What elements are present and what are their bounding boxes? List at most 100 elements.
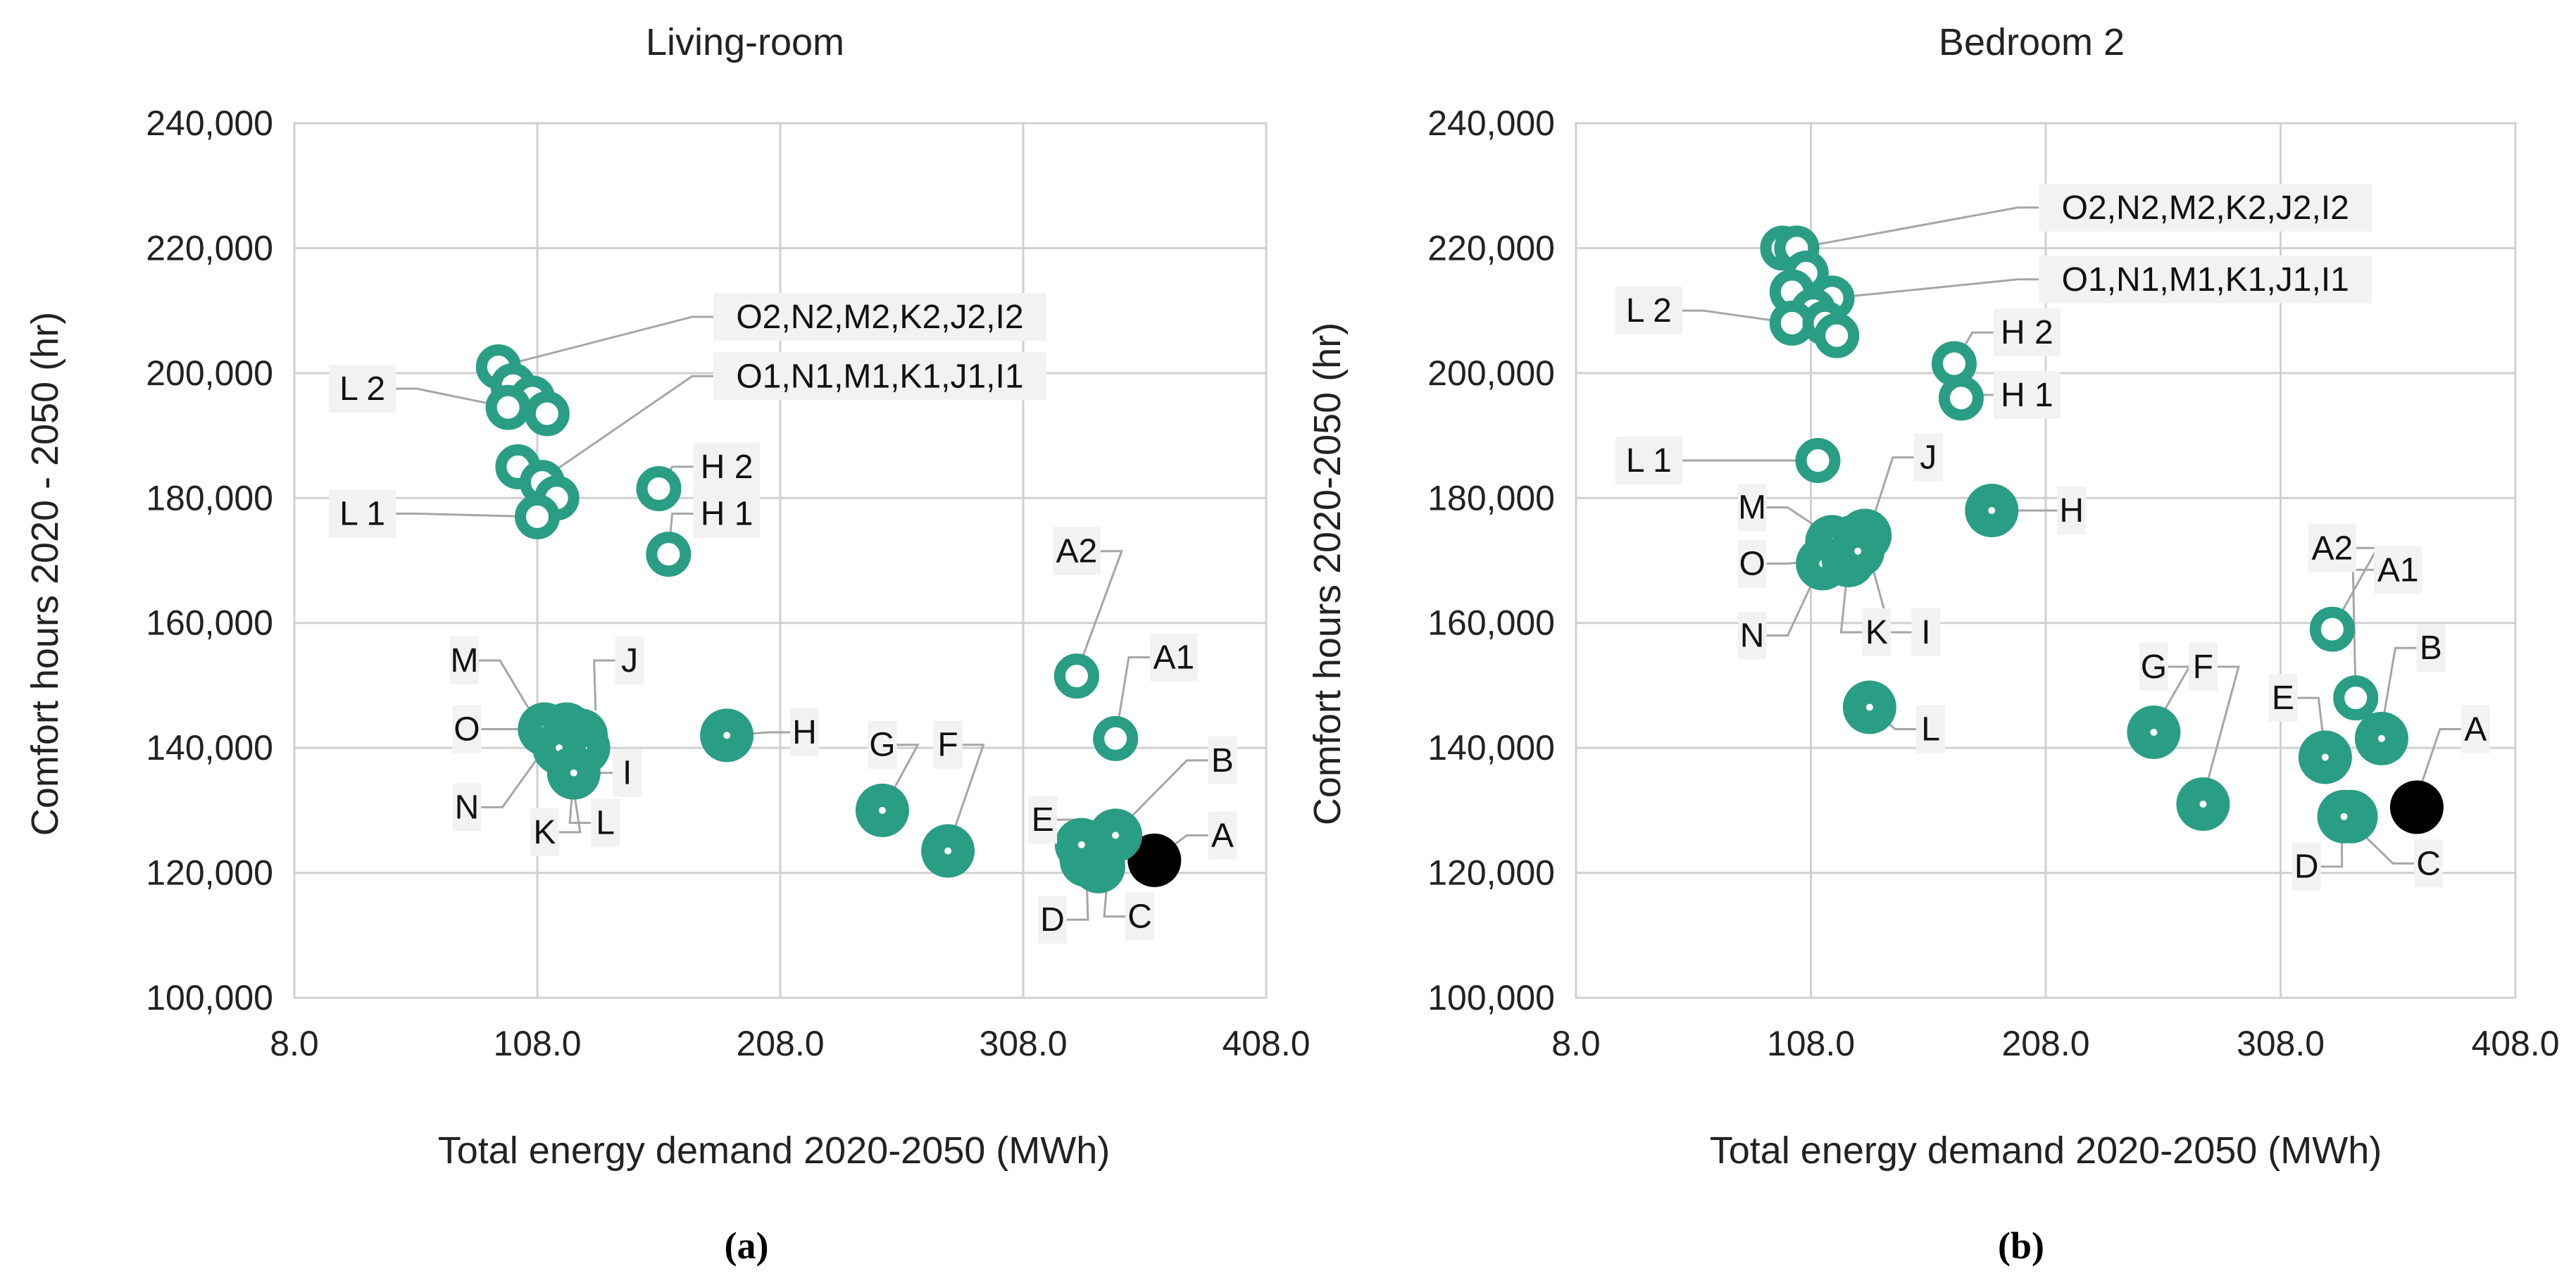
- x-axis-label: Total energy demand 2020-2050 (MWh): [1710, 1129, 2382, 1172]
- data-label-box-o1-n1-m1-k1-j1-i1: [713, 352, 1046, 401]
- scatter-point-center: [1112, 832, 1120, 839]
- scatter-point-ring: [1938, 375, 1984, 421]
- leader-line-f: [2201, 665, 2240, 798]
- data-label-j: J: [1920, 439, 1937, 477]
- scatter-point-ring: [515, 494, 560, 539]
- leader-line-a: [2415, 728, 2461, 798]
- scatter-point-ring: [524, 391, 570, 437]
- data-label-a: A: [1211, 817, 1234, 854]
- leader-line-j: [593, 659, 615, 710]
- data-label-box-c: [1125, 892, 1155, 941]
- scatter-point-ring: [1814, 313, 1860, 358]
- data-label-n: N: [455, 789, 480, 826]
- scatter-point-baseline: [1127, 833, 1182, 887]
- data-label-box-g: [868, 720, 897, 769]
- data-label-j: J: [621, 642, 638, 679]
- x-tick-label: 208.0: [736, 1024, 824, 1063]
- y-tick-label: 120,000: [1427, 853, 1555, 893]
- data-label-box-h: [790, 708, 819, 756]
- data-label-k: K: [1865, 614, 1888, 651]
- leader-line-l-1: [396, 512, 538, 518]
- data-label-a2: A2: [1056, 533, 1098, 570]
- data-label-h-1: H 1: [701, 495, 754, 532]
- data-label-h: H: [792, 714, 817, 751]
- data-label-g: G: [2141, 649, 2167, 686]
- chart-panel-living-room: Living-room A B C D E F G H I J K L M N O A1 A2 H 1 H 2 L 1…: [24, 21, 1311, 1267]
- data-label-l-2: L 2: [339, 370, 385, 408]
- data-label-o1-n1-m1-k1-j1-i1: O1,N1,M1,K1,J1,I1: [2062, 261, 2349, 299]
- panel-label: (b): [1998, 1224, 2044, 1267]
- scatter-point-center: [2340, 813, 2348, 820]
- data-label-box-k: [1862, 608, 1892, 657]
- leader-line-o2-n2-m2-k2-j2-i2: [498, 315, 713, 368]
- y-tick-label: 200,000: [1427, 353, 1555, 393]
- x-tick-label: 8.0: [270, 1024, 319, 1063]
- leader-line-o2-n2-m2-k2-j2-i2: [1796, 206, 2039, 249]
- data-label-d: D: [2294, 848, 2319, 886]
- data-label-k: K: [533, 814, 556, 851]
- data-label-l-1: L 1: [339, 495, 385, 532]
- data-label-box-a: [1208, 811, 1237, 860]
- scatter-point-ring: [1053, 653, 1099, 699]
- y-tick-label: 240,000: [1427, 104, 1555, 143]
- x-tick-label: 8.0: [1551, 1024, 1601, 1063]
- y-tick-label: 180,000: [1427, 478, 1555, 518]
- data-label-box-h: [2057, 487, 2087, 535]
- data-label-c: C: [2416, 845, 2441, 882]
- y-tick-label: 140,000: [1427, 728, 1555, 768]
- data-label-o2-n2-m2-k2-j2-i2: O2,N2,M2,K2,J2,I2: [2062, 189, 2349, 227]
- data-label-box-m: [1737, 483, 1767, 532]
- data-label-box-a1: [1149, 633, 1198, 682]
- x-tick-label: 308.0: [2237, 1024, 2325, 1063]
- data-label-o2-n2-m2-k2-j2-i2: O2,N2,M2,K2,J2,I2: [736, 299, 1023, 336]
- scatter-point-center: [2150, 728, 2158, 736]
- plot-area-border: [1575, 122, 2517, 999]
- scatter-point-center: [944, 847, 952, 855]
- data-label-box-f: [2188, 642, 2218, 691]
- data-label-box-k: [530, 808, 559, 856]
- data-label-box-i: [613, 748, 642, 797]
- scatter-point-center: [878, 806, 886, 814]
- data-label-a1: A1: [1153, 639, 1195, 677]
- scatter-point-center: [1077, 841, 1085, 848]
- data-label-box-h-2: [693, 442, 761, 491]
- data-label-o: O: [454, 711, 480, 748]
- data-label-m: M: [451, 642, 479, 679]
- scatter-point-ring: [2309, 606, 2355, 652]
- chart-title: Bedroom 2: [1939, 21, 2125, 63]
- leader-line-a2: [1075, 550, 1124, 674]
- data-label-box-b: [2416, 624, 2446, 672]
- data-label-box-f: [933, 720, 963, 769]
- x-axis-label: Total energy demand 2020-2050 (MWh): [438, 1129, 1111, 1172]
- y-tick-label: 160,000: [1427, 603, 1555, 643]
- leader-line-l-2: [396, 387, 508, 409]
- y-tick-label: 240,000: [146, 104, 273, 143]
- y-tick-label: 100,000: [146, 978, 273, 1017]
- x-tick-label: 408.0: [1222, 1024, 1310, 1063]
- data-label-g: G: [869, 727, 895, 764]
- data-label-h: H: [2059, 492, 2084, 530]
- data-label-o1-n1-m1-k1-j1-i1: O1,N1,M1,K1,J1,I1: [736, 358, 1023, 395]
- data-label-e: E: [2272, 679, 2294, 717]
- data-label-i: I: [623, 755, 632, 792]
- data-label-box-l-2: [1615, 287, 1682, 335]
- data-label-c: C: [1127, 898, 1152, 936]
- data-label-box-l-1: [329, 489, 396, 538]
- y-axis-label: Comfort hours 2020 - 2050 (hr): [24, 312, 66, 836]
- scatter-point-ring: [1093, 715, 1139, 761]
- scatter-point-ring: [1931, 341, 1977, 387]
- data-label-box-g: [2139, 642, 2168, 691]
- data-label-l-1: L 1: [1626, 442, 1672, 480]
- data-label-box-n: [1737, 611, 1767, 660]
- panel-label: (a): [725, 1224, 769, 1267]
- data-label-l: L: [596, 805, 615, 842]
- scatter-point-center: [723, 732, 731, 739]
- scatter-point-center: [570, 769, 577, 777]
- leader-line-o1-n1-m1-k1-j1-i1: [542, 375, 713, 480]
- data-label-m: M: [1738, 489, 1766, 527]
- leader-line-j: [1868, 456, 1914, 530]
- scatter-point-ring: [646, 532, 692, 577]
- y-tick-label: 180,000: [146, 478, 273, 518]
- leader-line-n: [481, 741, 551, 808]
